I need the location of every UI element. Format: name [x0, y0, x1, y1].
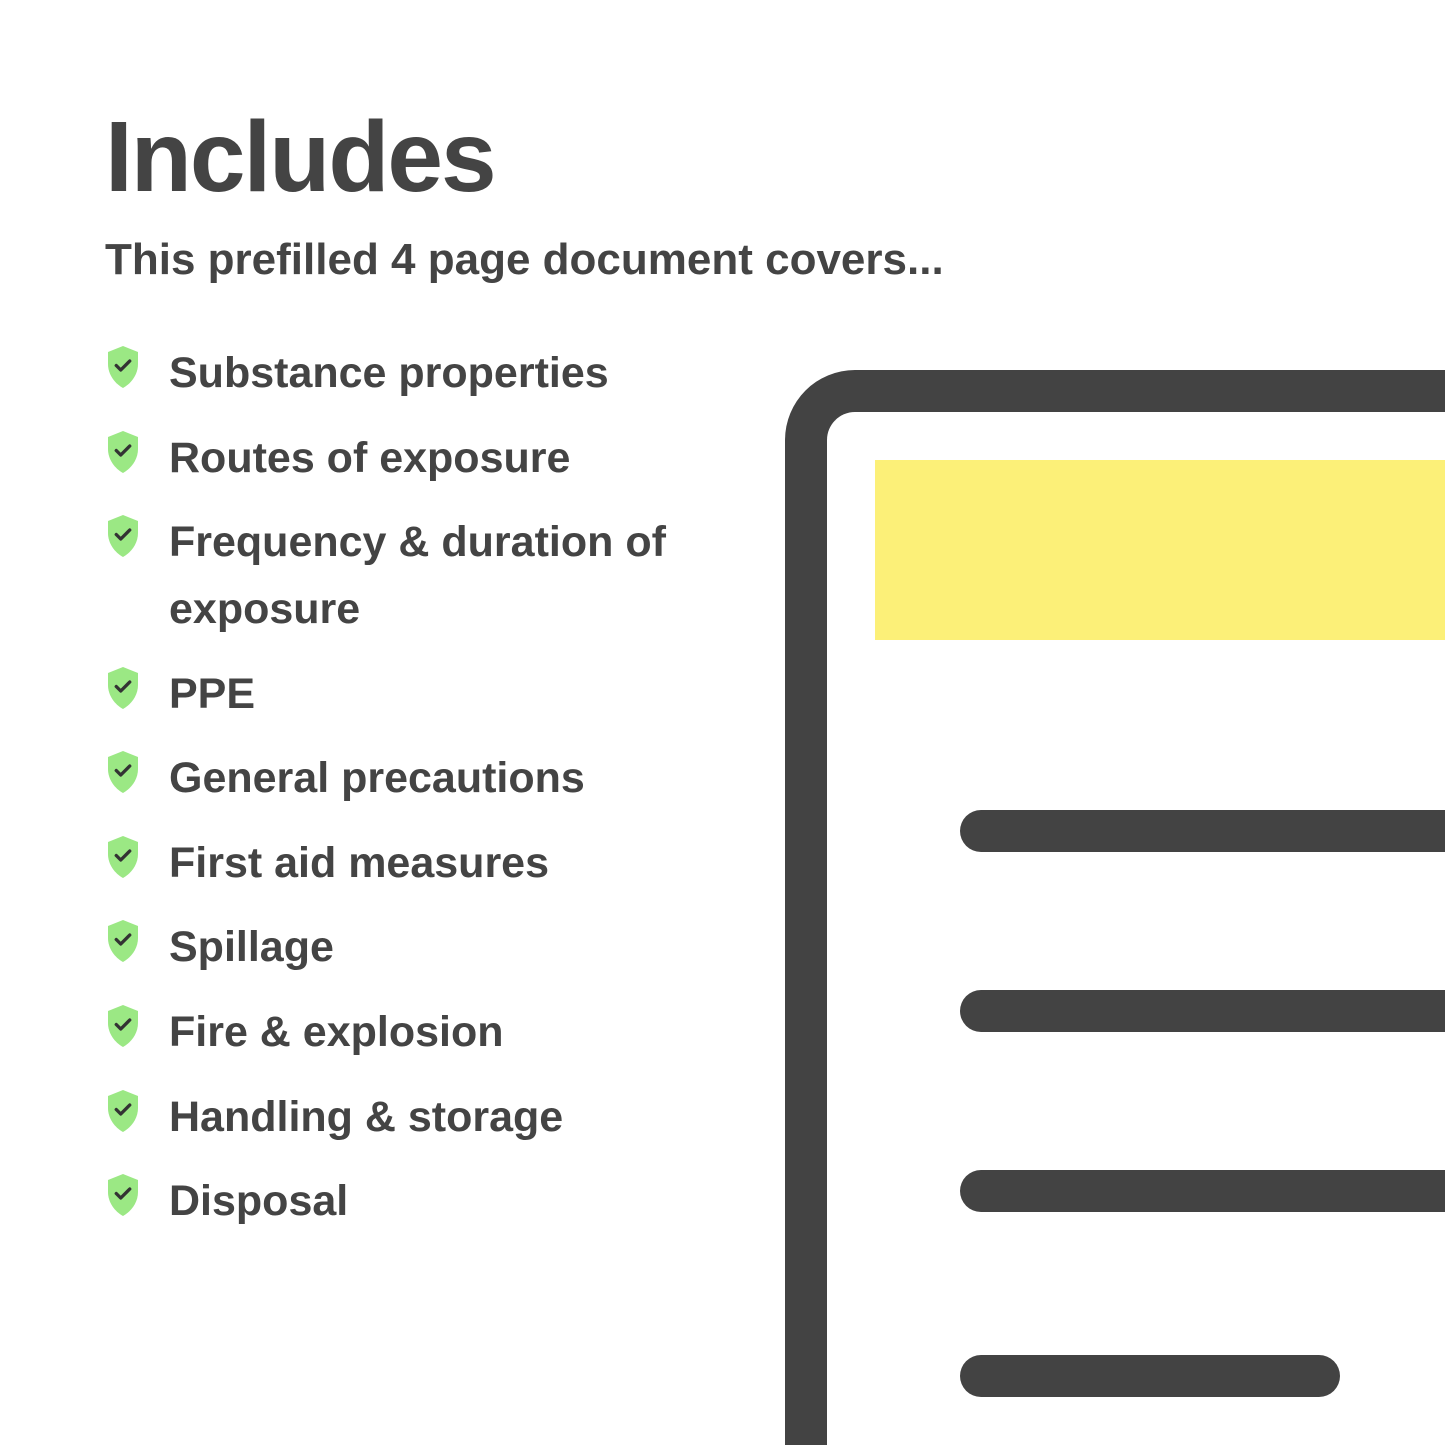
checklist-item-label: Routes of exposure — [169, 425, 570, 492]
shield-check-icon — [105, 1090, 141, 1132]
checklist-item-label: Fire & explosion — [169, 999, 504, 1066]
checklist-item-label: Frequency & duration of exposure — [169, 509, 729, 642]
document-line — [960, 810, 1445, 852]
checklist-item-label: PPE — [169, 661, 255, 728]
checklist-item-label: Spillage — [169, 914, 334, 981]
document-line — [960, 990, 1445, 1032]
checklist-item-label: First aid measures — [169, 830, 549, 897]
shield-check-icon — [105, 667, 141, 709]
checklist-item-label: Handling & storage — [169, 1084, 563, 1151]
checklist-item-label: General precautions — [169, 745, 585, 812]
checklist-item-label: Disposal — [169, 1168, 348, 1235]
shield-check-icon — [105, 836, 141, 878]
document-header-bar — [875, 460, 1445, 640]
shield-check-icon — [105, 431, 141, 473]
page-title: Includes — [105, 100, 1445, 215]
checklist-item-label: Substance properties — [169, 340, 609, 407]
page-subtitle: This prefilled 4 page document covers... — [105, 235, 1445, 285]
shield-check-icon — [105, 346, 141, 388]
document-graphic — [785, 370, 1445, 1445]
shield-check-icon — [105, 515, 141, 557]
shield-check-icon — [105, 1174, 141, 1216]
infographic-container: Includes This prefilled 4 page document … — [0, 0, 1445, 1445]
shield-check-icon — [105, 751, 141, 793]
document-line — [960, 1170, 1445, 1212]
shield-check-icon — [105, 920, 141, 962]
document-line — [960, 1355, 1340, 1397]
shield-check-icon — [105, 1005, 141, 1047]
